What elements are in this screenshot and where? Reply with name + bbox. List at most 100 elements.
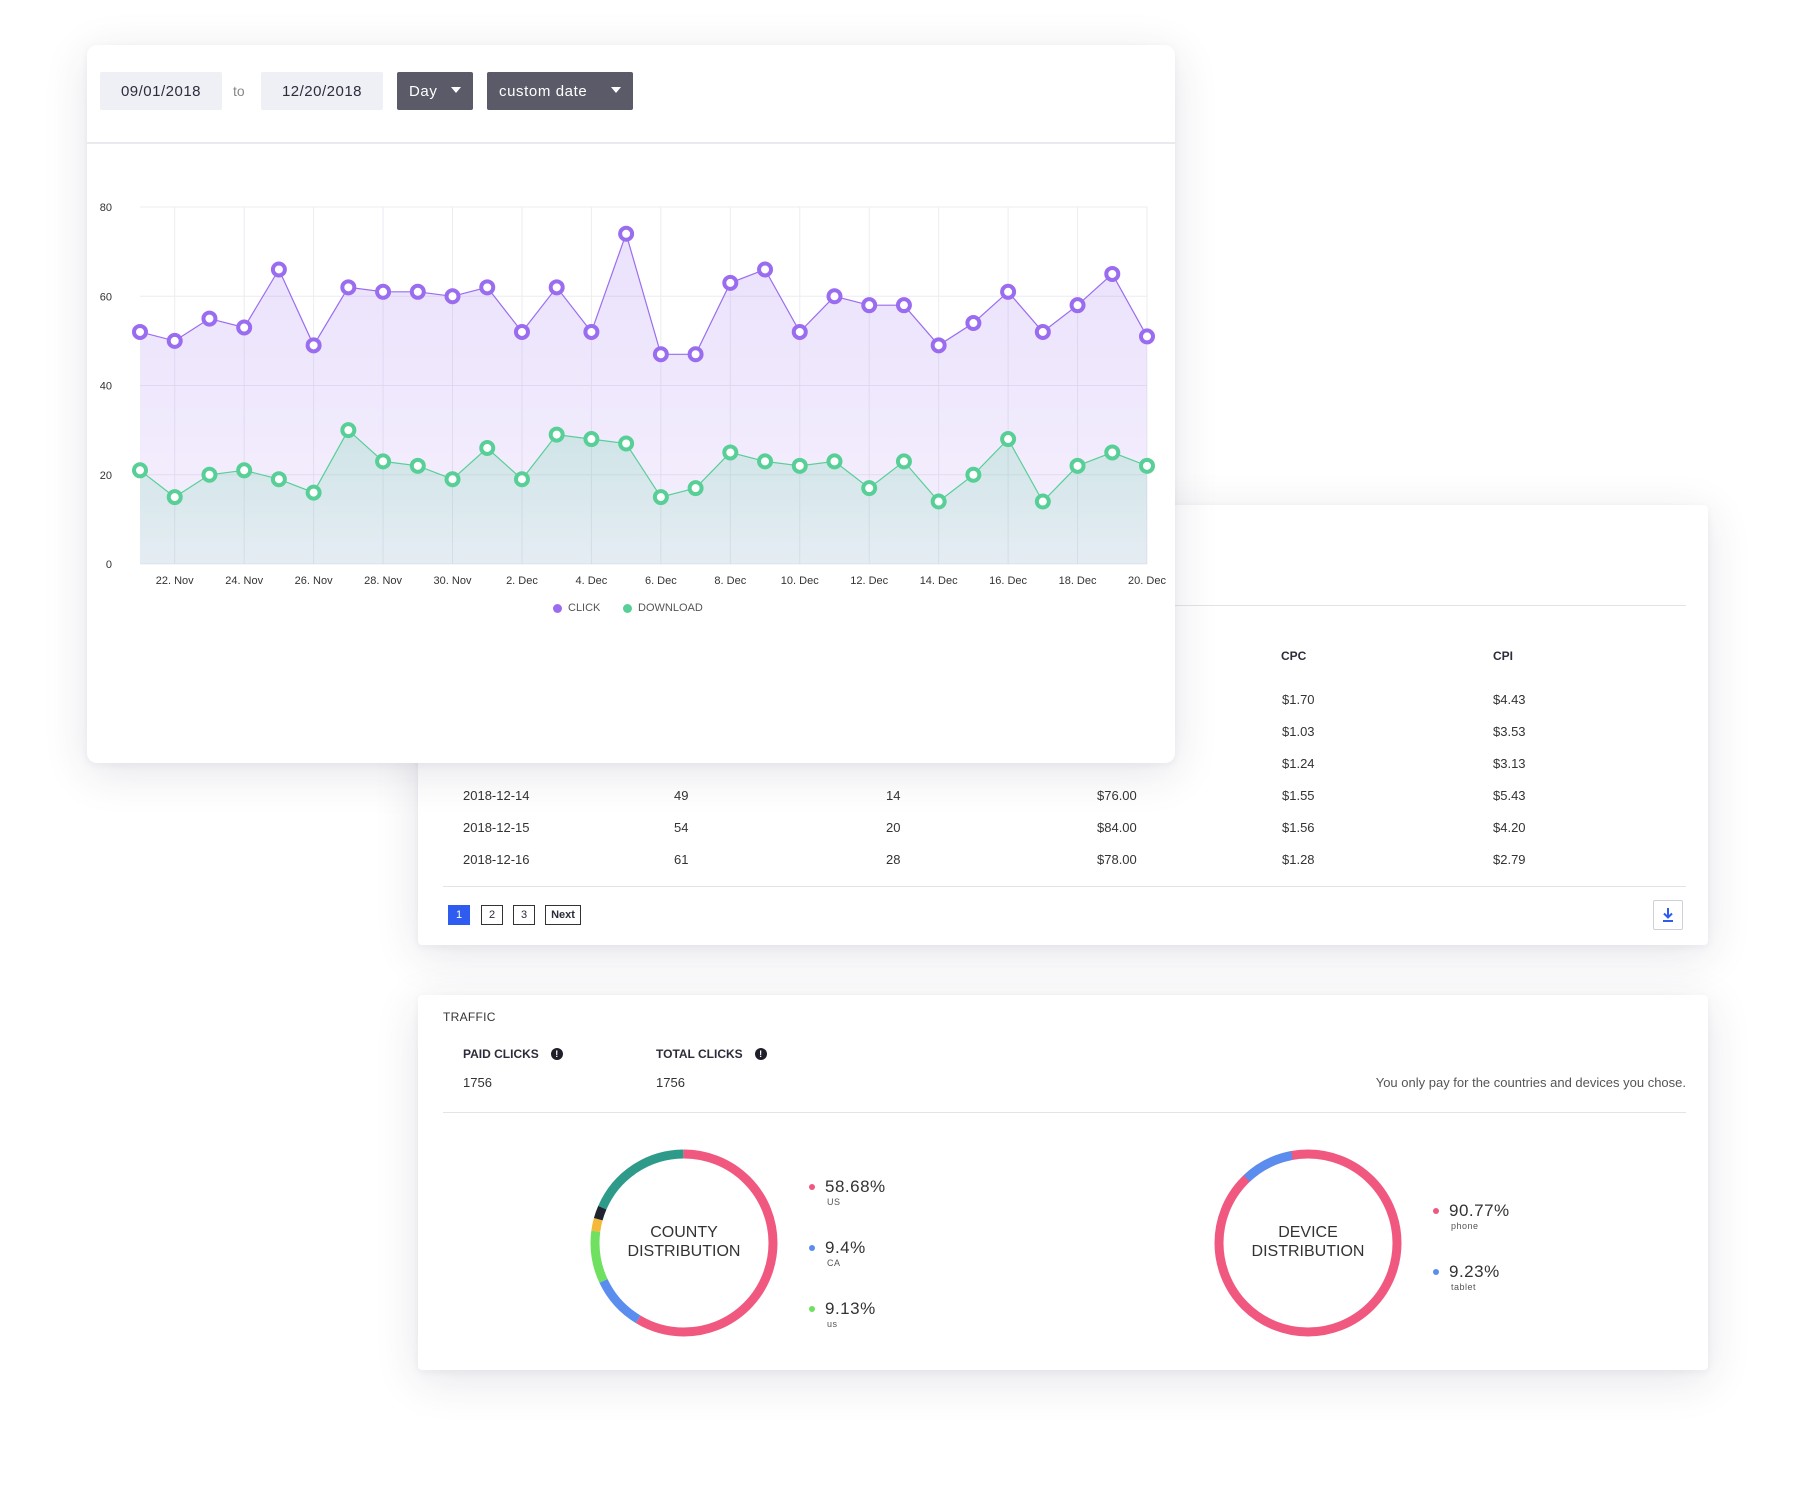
legend-item-click[interactable]: CLICK bbox=[553, 602, 600, 614]
x-tick-label: 28. Nov bbox=[364, 575, 402, 587]
y-tick-label: 20 bbox=[100, 470, 112, 482]
country-legend-item: 9.13% bbox=[809, 1299, 876, 1319]
data-point bbox=[236, 462, 253, 479]
table-cell: $3.13 bbox=[1493, 756, 1526, 771]
device-distribution-donut bbox=[1214, 1149, 1402, 1337]
data-point bbox=[479, 279, 496, 296]
data-point bbox=[930, 337, 947, 354]
data-point bbox=[375, 283, 392, 300]
data-point bbox=[340, 422, 357, 439]
legend-marker bbox=[1433, 1269, 1439, 1275]
info-icon[interactable]: ! bbox=[550, 1048, 563, 1060]
data-point bbox=[1069, 297, 1086, 314]
data-point bbox=[1034, 323, 1051, 340]
traffic-divider bbox=[443, 1112, 1686, 1113]
download-button[interactable] bbox=[1653, 900, 1683, 930]
billing-note: You only pay for the countries and devic… bbox=[1375, 1075, 1686, 1090]
legend-percent: 90.77% bbox=[1449, 1201, 1510, 1220]
table-cell: $1.24 bbox=[1282, 756, 1315, 771]
data-point bbox=[1069, 457, 1086, 474]
donut-label-line: DEVICE bbox=[1278, 1224, 1338, 1241]
table-cell-cpi: $5.43 bbox=[1493, 788, 1526, 803]
info-icon[interactable]: ! bbox=[754, 1048, 767, 1060]
data-point bbox=[548, 426, 565, 443]
table-cell-spend: $78.00 bbox=[1097, 852, 1137, 867]
column-header-cpc: CPC bbox=[1281, 649, 1307, 663]
data-point bbox=[548, 279, 565, 296]
legend-label-download: DOWNLOAD bbox=[638, 602, 703, 614]
device-donut-label: DEVICE DISTRIBUTION bbox=[1210, 1223, 1406, 1261]
line-area-chart: 0 20 40 60 80 22. Nov 24. Nov 26. Nov 28. Nov 30.… bbox=[100, 202, 1167, 587]
data-point bbox=[132, 323, 148, 340]
legend-device-label: phone bbox=[1451, 1221, 1479, 1231]
y-tick-label: 0 bbox=[106, 559, 112, 571]
data-point bbox=[340, 279, 357, 296]
paid-clicks-label-text: PAID CLICKS bbox=[463, 1047, 539, 1061]
data-point bbox=[201, 310, 218, 327]
date-range-separator: to bbox=[233, 83, 245, 99]
legend-marker-click bbox=[553, 603, 562, 613]
data-point bbox=[1104, 265, 1121, 282]
data-point bbox=[305, 337, 322, 354]
legend-marker bbox=[809, 1306, 815, 1312]
x-tick-label: 16. Dec bbox=[989, 575, 1027, 587]
data-point bbox=[444, 471, 461, 488]
data-point bbox=[722, 274, 739, 291]
legend-country-label: US bbox=[827, 1197, 841, 1207]
next-page-button[interactable]: Next bbox=[545, 905, 581, 925]
data-point bbox=[1000, 283, 1017, 300]
legend-country-label: CA bbox=[827, 1258, 841, 1268]
download-icon bbox=[1663, 908, 1673, 922]
table-cell-cpi: $4.20 bbox=[1493, 820, 1526, 835]
page-3-button[interactable]: 3 bbox=[513, 905, 535, 925]
x-tick-label: 26. Nov bbox=[295, 575, 333, 587]
date-preset-value: custom date bbox=[499, 82, 588, 100]
page-1-button[interactable]: 1 bbox=[448, 905, 470, 925]
legend-country-label: us bbox=[827, 1319, 838, 1329]
data-point bbox=[826, 453, 843, 470]
legend-label-click: CLICK bbox=[568, 602, 601, 614]
country-legend-item: 58.68% bbox=[809, 1177, 886, 1197]
donut-segment-us bbox=[590, 1149, 778, 1337]
data-point bbox=[757, 261, 774, 278]
granularity-dropdown[interactable]: Day bbox=[397, 72, 473, 110]
table-cell: $1.03 bbox=[1282, 724, 1315, 739]
legend-marker bbox=[1433, 1208, 1439, 1214]
caret-down-icon bbox=[451, 87, 461, 93]
data-point bbox=[409, 283, 426, 300]
date-preset-dropdown[interactable]: custom date bbox=[487, 72, 633, 110]
legend-item-download[interactable]: DOWNLOAD bbox=[623, 602, 703, 614]
data-point bbox=[479, 439, 496, 456]
x-tick-label: 14. Dec bbox=[920, 575, 958, 587]
table-cell-cpc: $1.56 bbox=[1282, 820, 1315, 835]
donut-segment-phone bbox=[1214, 1149, 1402, 1337]
data-point bbox=[722, 444, 739, 461]
table-cell-clicks: 49 bbox=[674, 788, 689, 803]
country-distribution-donut bbox=[590, 1149, 778, 1337]
paid-clicks-value: 1756 bbox=[463, 1075, 492, 1090]
y-tick-label: 40 bbox=[100, 381, 112, 393]
x-tick-label: 8. Dec bbox=[714, 575, 746, 587]
x-tick-label: 18. Dec bbox=[1059, 575, 1097, 587]
legend-device-label: tablet bbox=[1451, 1282, 1477, 1292]
section-title: TRAFFIC bbox=[443, 1010, 496, 1024]
caret-down-icon bbox=[611, 87, 621, 93]
data-point bbox=[687, 480, 704, 497]
donut-segment-us2 bbox=[590, 1149, 778, 1337]
x-tick-label: 4. Dec bbox=[576, 575, 608, 587]
table-cell-spend: $84.00 bbox=[1097, 820, 1137, 835]
x-tick-label: 6. Dec bbox=[645, 575, 677, 587]
page-2-button[interactable]: 2 bbox=[481, 905, 503, 925]
series-area bbox=[140, 430, 1147, 564]
table-cell: $1.70 bbox=[1282, 692, 1315, 707]
data-point bbox=[618, 225, 635, 242]
y-tick-label: 80 bbox=[100, 202, 112, 214]
country-legend-item: 9.4% bbox=[809, 1238, 866, 1258]
table-cell: $4.43 bbox=[1493, 692, 1526, 707]
start-date-input[interactable]: 09/01/2018 bbox=[100, 72, 222, 110]
end-date-input[interactable]: 12/20/2018 bbox=[261, 72, 383, 110]
chart-card: 09/01/2018 to 12/20/2018 Day custom date… bbox=[87, 45, 1175, 763]
data-point bbox=[270, 471, 287, 488]
x-tick-label: 2. Dec bbox=[506, 575, 538, 587]
total-clicks-value: 1756 bbox=[656, 1075, 685, 1090]
